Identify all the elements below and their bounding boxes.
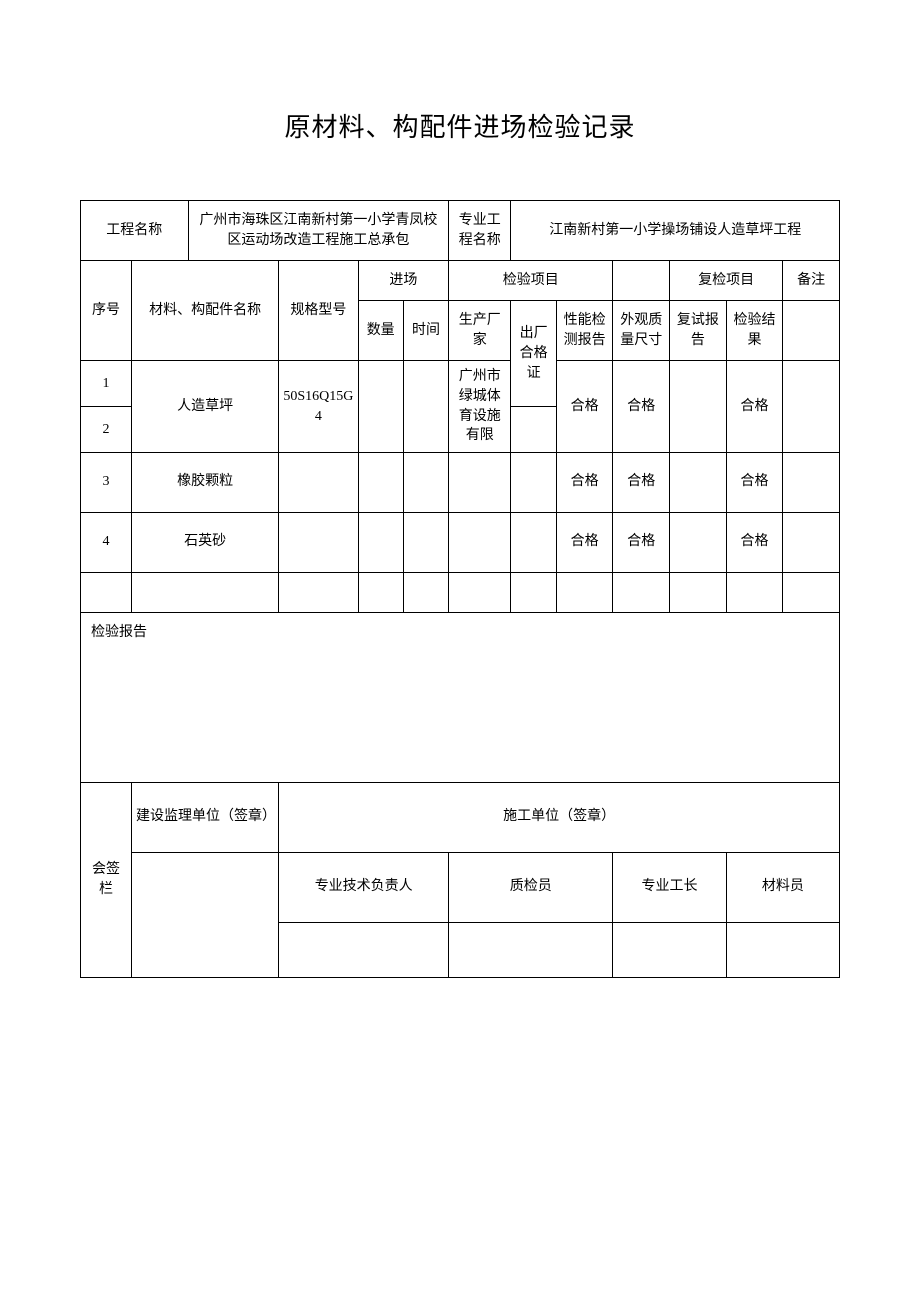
- table-row: 4 石英砂 合格 合格 合格: [81, 512, 840, 572]
- tech-lead-label: 专业技术负责人: [279, 852, 449, 922]
- cell-remark: [783, 452, 840, 512]
- cell-manufacturer: 广州市绿城体育设施有限: [449, 361, 511, 452]
- cell-seq: 4: [81, 512, 132, 572]
- cell-empty: [783, 572, 840, 612]
- cell-remark: [783, 512, 840, 572]
- proj-name-label: 工程名称: [81, 201, 189, 261]
- cell-time: [403, 452, 448, 512]
- cell-empty: [556, 572, 613, 612]
- cell-perf: 合格: [556, 361, 613, 452]
- col-seq: 序号: [81, 261, 132, 361]
- signoff-label: 会签栏: [81, 782, 132, 977]
- cell-empty: [726, 572, 783, 612]
- qc-label: 质检员: [449, 852, 613, 922]
- cell-spec: 50S16Q15G4: [279, 361, 358, 452]
- cell-retest: [670, 452, 727, 512]
- table-row: [81, 572, 840, 612]
- table-row: 1 人造草坪 50S16Q15G4 广州市绿城体育设施有限 合格 合格 合格: [81, 361, 840, 407]
- cell-time: [403, 512, 448, 572]
- report-box: 检验报告: [81, 612, 840, 782]
- cell-cert: [511, 512, 556, 572]
- cell-result: 合格: [726, 512, 783, 572]
- inspection-table: 工程名称 广州市海珠区江南新村第一小学青凤校区运动场改造工程施工总承包 专业工程…: [80, 200, 840, 977]
- col-manufacturer: 生产厂家: [449, 301, 511, 361]
- col-appearance: 外观质量尺寸: [613, 301, 670, 361]
- cell-cert: [511, 407, 556, 453]
- cell-retest: [670, 361, 727, 452]
- document-title: 原材料、构配件进场检验记录: [80, 107, 840, 144]
- col-qty: 数量: [358, 301, 403, 361]
- contractor-label: 施工单位（签章）: [279, 782, 840, 852]
- cell-qty: [358, 512, 403, 572]
- cell-spec: [279, 512, 358, 572]
- foreman-sign: [613, 922, 726, 977]
- proj-name-value: 广州市海珠区江南新村第一小学青凤校区运动场改造工程施工总承包: [188, 201, 449, 261]
- cell-remark: [783, 361, 840, 452]
- table-row: 专业技术负责人 质检员 专业工长 材料员: [81, 852, 840, 922]
- cell-empty: [403, 572, 448, 612]
- cell-perf: 合格: [556, 452, 613, 512]
- sub-proj-label: 专业工程名称: [449, 201, 511, 261]
- cell-appearance: 合格: [613, 452, 670, 512]
- col-time: 时间: [403, 301, 448, 361]
- cell-appearance: 合格: [613, 361, 670, 452]
- cell-result: 合格: [726, 452, 783, 512]
- col-entry: 进场: [358, 261, 449, 301]
- qc-sign: [449, 922, 613, 977]
- cell-qty: [358, 452, 403, 512]
- table-row: 检验报告: [81, 612, 840, 782]
- cell-retest: [670, 512, 727, 572]
- col-cert: 出厂合格证: [511, 301, 556, 407]
- cell-seq: 1: [81, 361, 132, 407]
- cell-empty: [511, 572, 556, 612]
- cell-result: 合格: [726, 361, 783, 452]
- col-material: 材料、构配件名称: [131, 261, 278, 361]
- supervisor-sign: [131, 852, 278, 977]
- tech-lead-sign: [279, 922, 449, 977]
- cell-appearance: 合格: [613, 512, 670, 572]
- cell-manufacturer: [449, 512, 511, 572]
- supervisor-label: 建设监理单位（签章）: [131, 782, 278, 852]
- col-spec: 规格型号: [279, 261, 358, 361]
- foreman-label: 专业工长: [613, 852, 726, 922]
- col-inspect: 检验项目: [449, 261, 613, 301]
- col-blank: [613, 261, 670, 301]
- cell-time: [403, 361, 448, 452]
- table-row: 序号 材料、构配件名称 规格型号 进场 检验项目 复检项目 备注: [81, 261, 840, 301]
- cell-empty: [670, 572, 727, 612]
- material-clerk-sign: [726, 922, 839, 977]
- cell-empty: [279, 572, 358, 612]
- col-remark2: [783, 301, 840, 361]
- table-row: 3 橡胶颗粒 合格 合格 合格: [81, 452, 840, 512]
- cell-seq: 3: [81, 452, 132, 512]
- col-retest: 复试报告: [670, 301, 727, 361]
- cell-cert: [511, 452, 556, 512]
- col-result: 检验结果: [726, 301, 783, 361]
- cell-empty: [613, 572, 670, 612]
- cell-empty: [449, 572, 511, 612]
- cell-material: 橡胶颗粒: [131, 452, 278, 512]
- cell-manufacturer: [449, 452, 511, 512]
- table-row: 会签栏 建设监理单位（签章） 施工单位（签章）: [81, 782, 840, 852]
- page: 原材料、构配件进场检验记录 工程名称 广州市海珠区江南新村第一小学青凤校区运动场…: [0, 0, 920, 1303]
- table-row: 工程名称 广州市海珠区江南新村第一小学青凤校区运动场改造工程施工总承包 专业工程…: [81, 201, 840, 261]
- material-clerk-label: 材料员: [726, 852, 839, 922]
- cell-material: 人造草坪: [131, 361, 278, 452]
- sub-proj-value: 江南新村第一小学操场铺设人造草坪工程: [511, 201, 840, 261]
- cell-spec: [279, 452, 358, 512]
- cell-perf: 合格: [556, 512, 613, 572]
- col-recheck: 复检项目: [670, 261, 783, 301]
- cell-empty: [358, 572, 403, 612]
- cell-material: 石英砂: [131, 512, 278, 572]
- cell-empty: [81, 572, 132, 612]
- cell-qty: [358, 361, 403, 452]
- cell-seq: 2: [81, 407, 132, 453]
- cell-empty: [131, 572, 278, 612]
- col-perf: 性能检测报告: [556, 301, 613, 361]
- col-remark: 备注: [783, 261, 840, 301]
